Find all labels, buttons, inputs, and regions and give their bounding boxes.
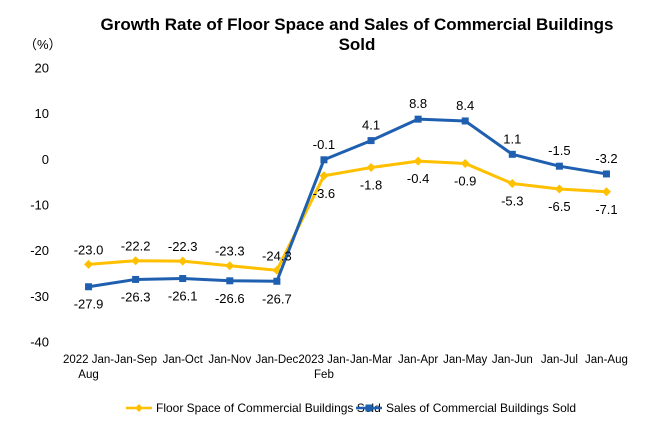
series-2-point: [602, 170, 610, 178]
series-line-2: [88, 117, 607, 289]
series-2-data-label: -27.9: [74, 297, 104, 312]
y-axis-ticks: 20 10 0 -10 -20 -30 -40: [30, 61, 49, 350]
series-layer: [84, 115, 611, 291]
series-2-point: [461, 117, 469, 125]
series-2-data-label: -26.1: [168, 289, 198, 304]
series-1-point: [366, 163, 376, 173]
y-tick-label: 0: [42, 152, 49, 167]
series-2-data-label: -26.6: [215, 291, 245, 306]
legend: Floor Space of Commercial Buildings Sold…: [126, 401, 576, 415]
series-1-data-label: -1.8: [360, 178, 382, 193]
x-tick-label: Jan-Jun: [492, 354, 533, 366]
series-1-data-label: -23.3: [215, 244, 245, 259]
series-2-point: [226, 277, 234, 285]
x-tick-label: Jan-Sep: [114, 354, 157, 366]
data-labels: -23.0 -27.9 -22.2 -26.3 -22.3 -26.1 -23.3 -26.6…: [74, 96, 618, 312]
series-2-point: [414, 115, 422, 123]
series-1-point: [413, 156, 423, 166]
series-2-point: [320, 156, 328, 164]
legend-label: Sales of Commercial Buildings Sold: [386, 401, 576, 415]
series-2-point: [85, 283, 93, 291]
y-tick-label: -40: [30, 335, 49, 350]
series-1-point: [84, 259, 94, 269]
y-tick-label: 10: [35, 106, 49, 121]
series-1-data-label: -6.5: [548, 199, 570, 214]
series-1-data-label: -3.6: [313, 186, 335, 201]
x-tick-label: Jan-Nov: [208, 354, 251, 366]
series-1-point: [460, 158, 470, 168]
series-1-point: [319, 171, 329, 181]
series-1-point: [225, 261, 235, 271]
series-line-1: [88, 159, 607, 272]
series-1-data-label: -24.3: [262, 248, 292, 263]
chart-title-line-1: Growth Rate of Floor Space and Sales of …: [101, 15, 614, 34]
x-tick-label: 2022 Jan-Aug: [63, 354, 114, 381]
x-tick-label: Jan-Dec: [255, 354, 298, 366]
x-tick-label: Jan-Apr: [398, 354, 438, 366]
x-tick-label: Jan-Oct: [163, 354, 204, 366]
legend-entry-1: Floor Space of Commercial Buildings Sold: [126, 401, 381, 415]
series-1-point: [554, 184, 564, 194]
series-2-data-label: -0.1: [313, 137, 335, 152]
legend-marker: [365, 404, 373, 412]
series-1-data-label: -23.0: [74, 242, 104, 257]
series-1-data-label: -22.3: [168, 239, 198, 254]
x-tick-label: 2023 Jan-Feb: [298, 354, 349, 381]
series-1-point: [131, 256, 141, 266]
series-2-point: [273, 277, 281, 285]
y-tick-label: -10: [30, 198, 49, 213]
x-tick-label: Jan-May: [443, 354, 487, 366]
legend-entry-2: Sales of Commercial Buildings Sold: [356, 401, 576, 415]
series-2-point: [508, 150, 516, 158]
series-2-data-label: 8.8: [409, 96, 427, 111]
series-1-point: [507, 179, 517, 189]
series-2-data-label: -26.7: [262, 291, 292, 306]
series-2-point: [367, 137, 375, 145]
series-1-data-label: -22.2: [121, 239, 151, 254]
y-axis-unit: （%）: [24, 37, 62, 52]
series-2-data-label: 1.1: [503, 131, 521, 146]
series-1-data-label: -0.4: [407, 171, 429, 186]
series-2-point: [132, 275, 140, 283]
legend-marker: [135, 404, 143, 412]
series-2-point: [179, 275, 187, 283]
series-1-point: [178, 256, 188, 266]
chart-title-line-2: Sold: [339, 35, 376, 54]
legend-label: Floor Space of Commercial Buildings Sold: [156, 401, 381, 415]
series-2-point: [555, 162, 563, 170]
series-1-data-label: -0.9: [454, 173, 476, 188]
y-tick-label: -30: [30, 289, 49, 304]
series-1-point: [601, 187, 611, 197]
x-tick-label: Jan-Mar: [350, 354, 392, 366]
x-tick-label: Jan-Jul: [541, 354, 578, 366]
series-2-data-label: -1.5: [548, 143, 570, 158]
series-2-data-label: 4.1: [362, 118, 380, 133]
series-2-data-label: -26.3: [121, 289, 151, 304]
y-tick-label: 20: [35, 61, 49, 76]
x-tick-label: Jan-Aug: [585, 354, 628, 366]
series-1-data-label: -7.1: [595, 202, 617, 217]
series-1-data-label: -5.3: [501, 194, 523, 209]
y-tick-label: -20: [30, 243, 49, 258]
series-2-data-label: 8.4: [456, 98, 474, 113]
series-2-data-label: -3.2: [595, 151, 617, 166]
